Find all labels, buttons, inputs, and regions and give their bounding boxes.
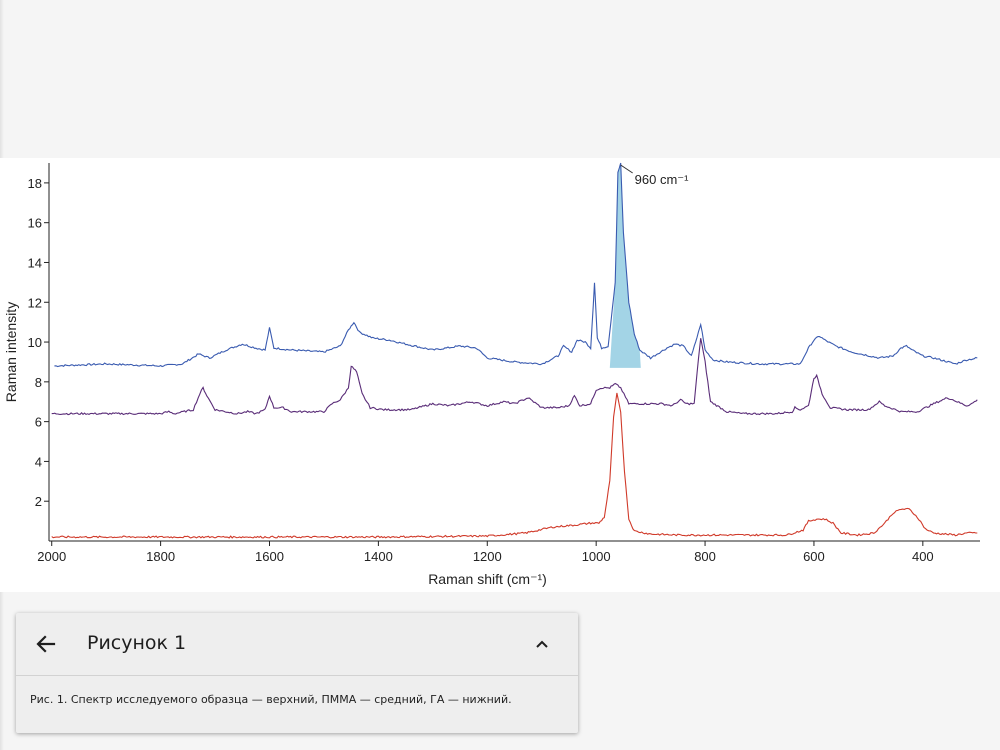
y-axis-title: Raman intensity	[3, 302, 19, 402]
back-button[interactable]	[30, 628, 62, 660]
card-header: Рисунок 1	[16, 613, 578, 676]
x-tick-label: 800	[694, 549, 716, 564]
x-tick-label: 1400	[364, 549, 393, 564]
y-tick-label: 16	[28, 216, 42, 231]
annotation-leader	[620, 164, 633, 174]
x-tick-label: 2000	[37, 549, 66, 564]
y-tick-label: 18	[28, 176, 42, 191]
x-tick-label: 1600	[255, 549, 284, 564]
x-tick-label: 1000	[582, 549, 611, 564]
series-line-1	[54, 162, 978, 368]
peak-annotation-label: 960 cm⁻¹	[635, 172, 689, 187]
y-tick-label: 10	[28, 335, 42, 350]
chevron-up-icon	[536, 640, 548, 648]
x-tick-label: 1200	[473, 549, 502, 564]
figure-caption-text: Рис. 1. Спектр исследуемого образца — ве…	[30, 693, 512, 706]
x-tick-label: 1800	[146, 549, 175, 564]
x-tick-label: 400	[912, 549, 934, 564]
axes-layer: 2000 1800 1600 1400 1200 1000 800 600 400 2 4 6 8 10 1…	[28, 163, 980, 564]
y-tick-label: 12	[28, 295, 42, 310]
arrow-left-icon	[36, 635, 56, 653]
figure-area: 2000 1800 1600 1400 1200 1000 800 600 400 2 4 6 8 10 1…	[0, 158, 1000, 592]
x-tick-label: 600	[803, 549, 825, 564]
card-title: Рисунок 1	[87, 632, 187, 654]
peak-highlight-area	[609, 163, 641, 368]
raman-spectrum-chart: 2000 1800 1600 1400 1200 1000 800 600 400 2 4 6 8 10 1…	[3, 162, 980, 587]
series-layer	[51, 162, 978, 539]
y-tick-label: 4	[35, 454, 42, 469]
y-tick-label: 6	[35, 415, 42, 430]
x-axis-title: Raman shift (cm⁻¹)	[428, 571, 547, 587]
series-line-3	[51, 392, 978, 539]
figure-caption-card: Рисунок 1 Рис. 1. Спектр исследуемого об…	[16, 613, 578, 733]
y-tick-label: 8	[35, 375, 42, 390]
y-tick-label: 2	[35, 494, 42, 509]
series-line-2	[51, 338, 978, 416]
y-tick-label: 14	[28, 255, 42, 270]
collapse-button[interactable]	[528, 630, 556, 658]
